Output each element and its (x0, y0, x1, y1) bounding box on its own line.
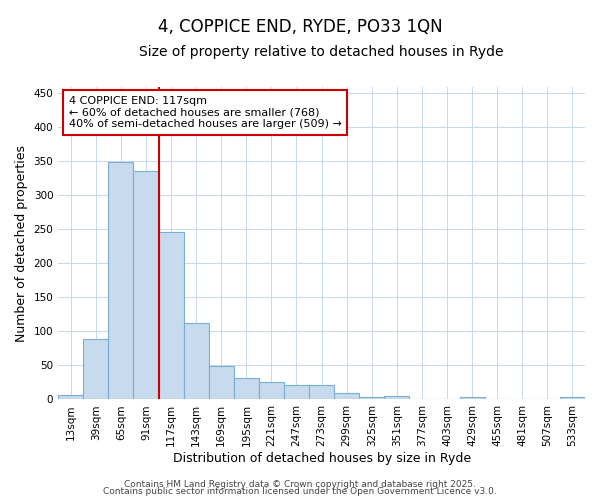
Bar (184, 322, 209, 400)
Bar (359, 398, 385, 400)
Bar (109, 162, 133, 400)
Title: Size of property relative to detached houses in Ryde: Size of property relative to detached ho… (139, 45, 504, 59)
Text: Contains public sector information licensed under the Open Government Licence v3: Contains public sector information licen… (103, 487, 497, 496)
Text: 4 COPPICE END: 117sqm
← 60% of detached houses are smaller (768)
40% of semi-det: 4 COPPICE END: 117sqm ← 60% of detached … (69, 96, 341, 129)
Y-axis label: Number of detached properties: Number of detached properties (15, 144, 28, 342)
Bar (158, 232, 184, 400)
Text: 4, COPPICE END, RYDE, PO33 1QN: 4, COPPICE END, RYDE, PO33 1QN (158, 18, 442, 36)
Bar (259, 382, 284, 400)
Bar (209, 366, 234, 400)
X-axis label: Distribution of detached houses by size in Ryde: Distribution of detached houses by size … (173, 452, 470, 465)
Bar (434, 399, 460, 400)
Bar (309, 385, 334, 400)
Bar (58, 396, 83, 400)
Bar (133, 171, 158, 400)
Bar (284, 385, 309, 400)
Bar (385, 396, 409, 400)
Text: Contains HM Land Registry data © Crown copyright and database right 2025.: Contains HM Land Registry data © Crown c… (124, 480, 476, 489)
Bar (83, 339, 109, 400)
Bar (460, 398, 485, 400)
Bar (409, 399, 434, 400)
Bar (560, 398, 585, 400)
Bar (334, 394, 359, 400)
Bar (234, 378, 259, 400)
